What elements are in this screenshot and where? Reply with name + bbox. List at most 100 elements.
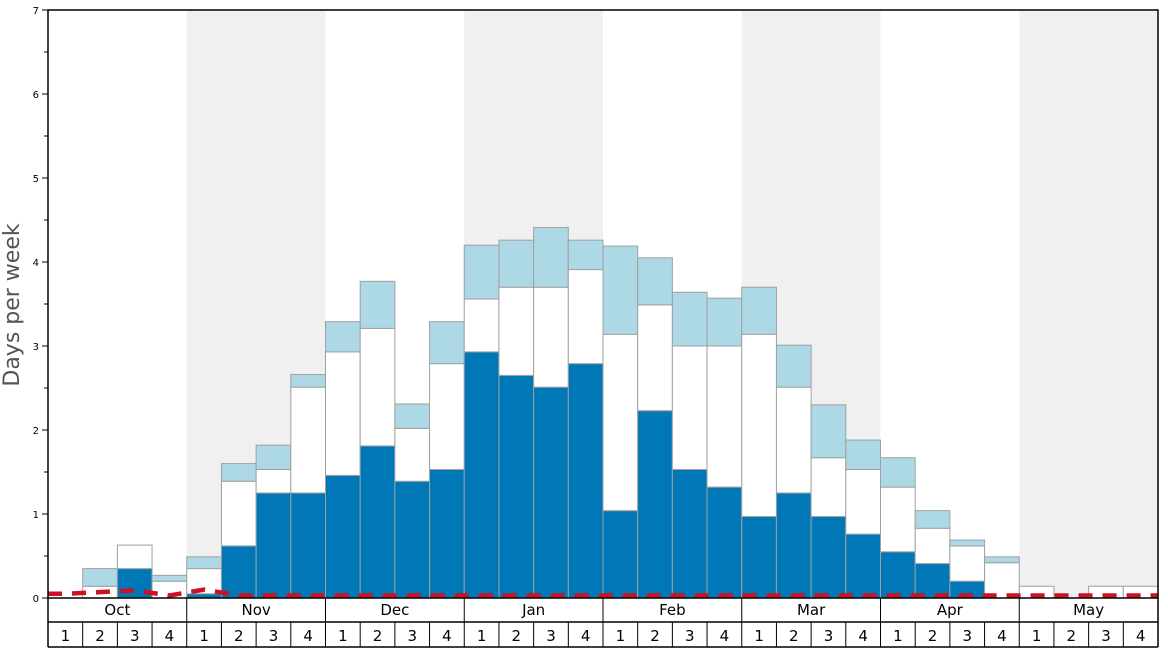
bar-2-10 [394,427,431,482]
month-label-may: May [1073,601,1104,619]
week-label-2: 3 [130,627,140,645]
bar-1-23 [845,533,881,599]
week-label-5: 2 [234,627,244,645]
bar-3-9 [359,280,396,329]
bar-1-16 [602,510,639,599]
y-tick-label-0: 0 [33,594,39,605]
bar-2-14 [533,286,569,388]
bar-1-24 [880,551,916,599]
bar-3-13 [498,239,535,288]
bar-3-24 [880,457,916,488]
bar-3-4 [186,556,222,570]
y-tick-label-4: 4 [33,258,39,269]
bar-2-17 [637,304,673,412]
month-label-oct: Oct [104,601,130,619]
average-line [48,587,1158,598]
week-label-27: 4 [997,627,1007,645]
week-label-16: 1 [616,627,626,645]
y-tick-label-6: 6 [33,90,39,101]
bar-1-12 [463,351,500,599]
bar-2-8 [325,351,361,476]
week-label-7: 4 [303,627,313,645]
bar-2-16 [602,333,639,512]
week-label-26: 3 [962,627,972,645]
week-label-23: 4 [858,627,868,645]
week-label-4: 1 [199,627,209,645]
bar-1-17 [637,410,673,599]
bar-3-16 [602,245,639,335]
bar-1-19 [706,486,743,599]
week-label-21: 2 [789,627,799,645]
bar-3-18 [671,291,708,347]
week-label-13: 2 [512,627,522,645]
week-label-22: 3 [824,627,834,645]
week-label-19: 4 [720,627,730,645]
bar-1-6 [255,492,292,599]
bar-3-7 [290,374,326,388]
bar-3-21 [775,344,812,388]
month-shade-may [1019,10,1158,598]
bar-3-8 [325,321,361,353]
bar-1-22 [810,516,847,599]
bar-3-11 [429,321,465,365]
week-label-3: 4 [165,627,175,645]
bar-2-9 [359,327,396,447]
bar-2-11 [429,363,465,470]
bar-2-19 [706,345,743,488]
bar-2-13 [498,286,535,376]
bar-2-12 [463,298,500,353]
week-label-28: 1 [1032,627,1042,645]
bar-3-27 [984,556,1020,564]
bar-3-22 [810,404,847,459]
bar-1-7 [290,492,326,599]
bar-1-25 [914,563,951,599]
bar-1-18 [671,468,708,599]
bar-2-23 [845,468,881,535]
bar-1-9 [359,445,396,599]
y-tick-label-3: 3 [33,342,39,353]
bar-2-22 [810,457,847,518]
bar-2-26 [949,545,986,582]
week-label-30: 3 [1101,627,1111,645]
bar-2-21 [775,386,812,494]
month-label-dec: Dec [380,601,409,619]
bar-3-5 [220,463,257,482]
average-dashed-line [48,587,1158,598]
bar-3-20 [741,286,777,335]
bar-1-8 [325,474,361,599]
week-label-8: 1 [338,627,348,645]
week-label-11: 4 [442,627,452,645]
bar-2-18 [671,345,708,470]
month-label-apr: Apr [937,601,964,619]
bar-2-5 [220,480,257,547]
bar-3-19 [706,297,743,347]
month-label-nov: Nov [241,601,270,619]
month-label-mar: Mar [797,601,826,619]
week-label-9: 2 [373,627,383,645]
bar-3-17 [637,257,673,306]
week-label-18: 3 [685,627,695,645]
bar-3-15 [567,239,604,271]
bar-1-11 [429,468,465,599]
bar-3-10 [394,403,431,429]
week-label-25: 2 [928,627,938,645]
y-tick-label-7: 7 [33,6,39,17]
bar-3-14 [533,227,569,288]
week-label-1: 2 [95,627,105,645]
bar-1-15 [567,363,604,599]
y-tick-label-1: 1 [33,510,39,521]
y-axis-label: Days per week [0,223,25,386]
axis-labels: 0 1 2 3 4 5 6 7 Oct Nov Dec Jan Feb Mar Apr May 1 2 3 4 1 2 3 4… [33,6,1146,645]
y-tick-label-2: 2 [33,426,39,437]
bar-1-21 [775,492,812,599]
bar-2-24 [880,486,916,553]
week-label-14: 3 [546,627,556,645]
week-label-10: 3 [407,627,417,645]
bar-1-20 [741,516,777,599]
axes [42,9,1159,648]
week-label-0: 1 [61,627,71,645]
week-label-15: 4 [581,627,591,645]
y-tick-label-5: 5 [33,174,39,185]
week-label-6: 3 [269,627,279,645]
